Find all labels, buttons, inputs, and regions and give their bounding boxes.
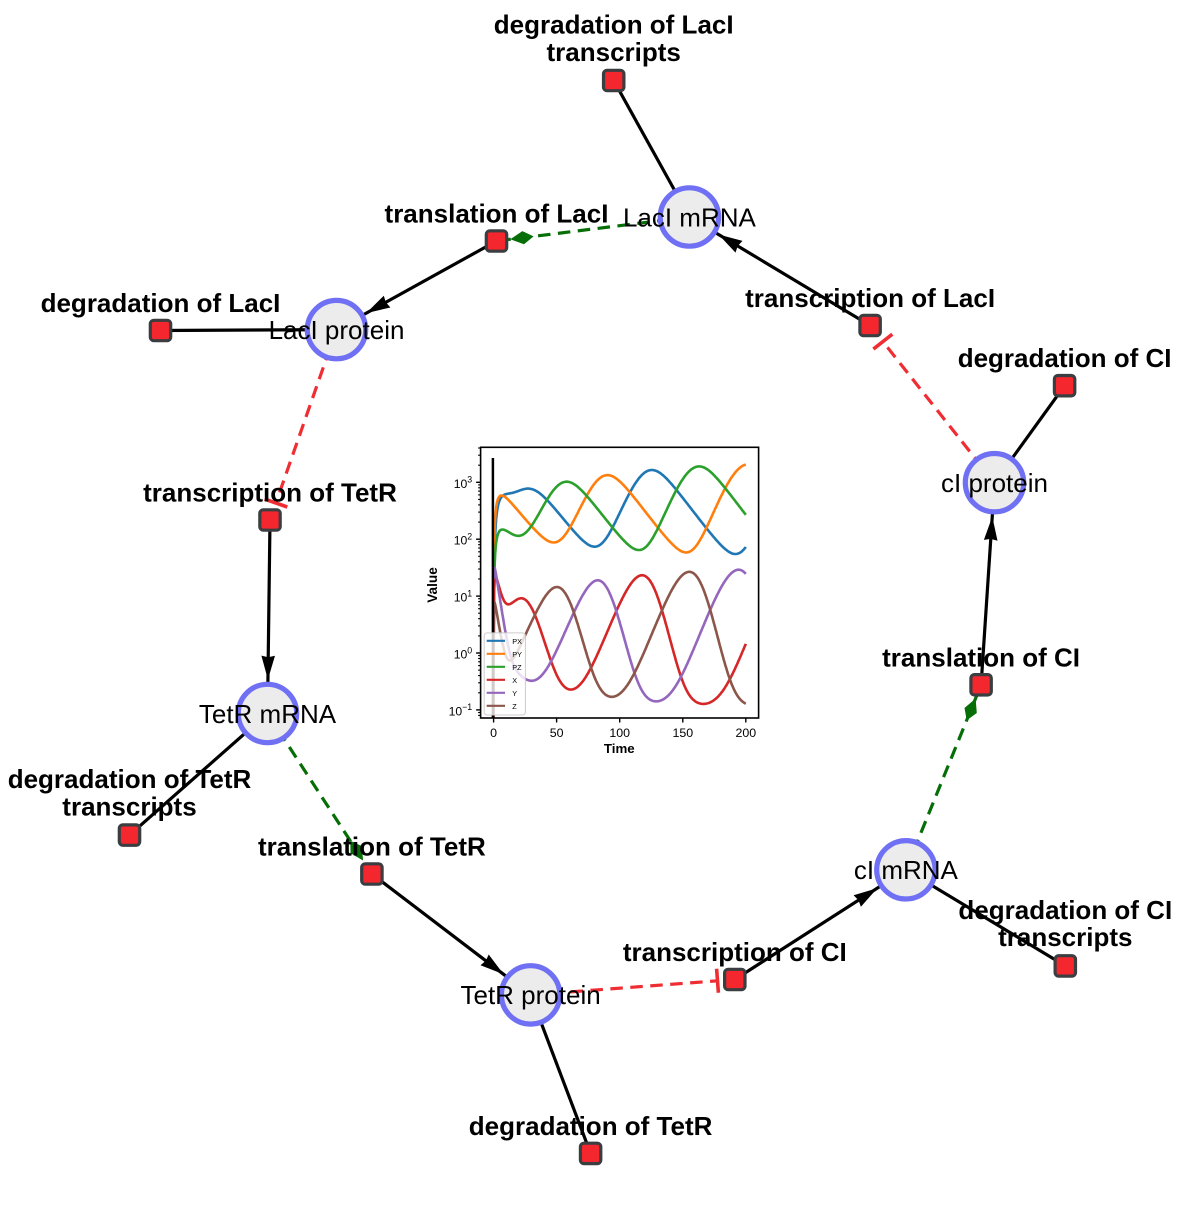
svg-text:transcription of LacI: transcription of LacI <box>745 283 995 313</box>
svg-text:50: 50 <box>550 726 564 740</box>
svg-text:degradation of CI: degradation of CI <box>958 343 1172 373</box>
svg-text:translation of CI: translation of CI <box>882 642 1080 672</box>
svg-text:Time: Time <box>604 741 635 756</box>
svg-text:cI protein: cI protein <box>941 468 1048 498</box>
svg-text:transcripts: transcripts <box>62 791 196 821</box>
svg-text:cI mRNA: cI mRNA <box>854 855 959 885</box>
svg-text:degradation of LacI: degradation of LacI <box>494 10 734 40</box>
svg-text:200: 200 <box>735 726 756 740</box>
svg-text:translation of TetR: translation of TetR <box>258 832 486 862</box>
svg-text:TetR protein: TetR protein <box>461 980 601 1010</box>
svg-text:transcripts: transcripts <box>547 37 681 67</box>
svg-text:transcripts: transcripts <box>998 922 1132 952</box>
svg-text:transcription of CI: transcription of CI <box>623 937 847 967</box>
svg-text:transcription of TetR: transcription of TetR <box>143 478 397 508</box>
svg-text:150: 150 <box>672 726 693 740</box>
svg-text:PX: PX <box>512 637 522 646</box>
svg-text:PZ: PZ <box>512 663 522 672</box>
svg-text:translation of LacI: translation of LacI <box>385 199 609 229</box>
svg-text:Y: Y <box>512 689 517 698</box>
svg-text:LacI mRNA: LacI mRNA <box>623 202 757 232</box>
svg-text:100: 100 <box>609 726 630 740</box>
svg-text:Value: Value <box>425 567 440 603</box>
svg-text:PY: PY <box>512 650 522 659</box>
svg-text:degradation of CI: degradation of CI <box>958 895 1172 925</box>
svg-text:Z: Z <box>512 702 517 711</box>
svg-text:degradation of TetR: degradation of TetR <box>8 764 252 794</box>
svg-text:LacI protein: LacI protein <box>269 315 405 345</box>
svg-text:degradation of TetR: degradation of TetR <box>469 1111 713 1141</box>
svg-text:TetR mRNA: TetR mRNA <box>199 699 337 729</box>
svg-text:degradation of LacI: degradation of LacI <box>41 288 281 318</box>
svg-text:X: X <box>512 676 517 685</box>
svg-text:0: 0 <box>490 726 497 740</box>
